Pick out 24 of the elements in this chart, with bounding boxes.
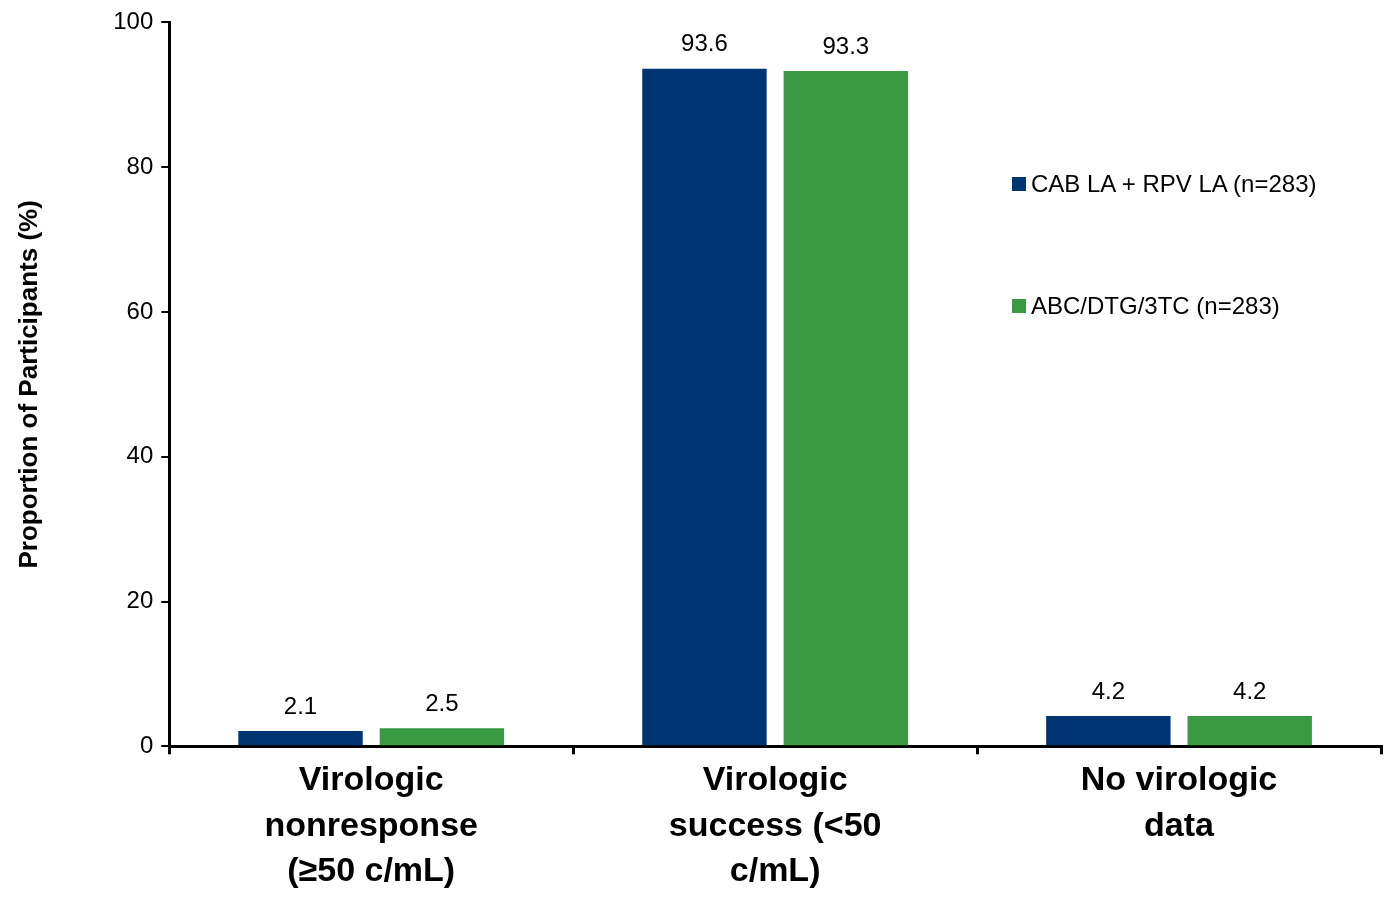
y-axis-title: Proportion of Participants (%) xyxy=(12,200,43,569)
y-tick-label: 20 xyxy=(126,586,154,614)
x-tick-label: Virologic nonresponse (≥50 c/mL) xyxy=(264,758,478,889)
y-tick-label: 40 xyxy=(126,441,154,469)
data-label: 2.1 xyxy=(283,691,318,719)
legend-label: ABC/DTG/3TC (n=283) xyxy=(1031,292,1280,320)
y-tick-label: 60 xyxy=(126,296,154,324)
data-label: 93.6 xyxy=(681,29,728,57)
bar xyxy=(379,728,505,746)
bar xyxy=(783,70,909,746)
bar xyxy=(642,68,767,746)
bar xyxy=(238,731,363,746)
data-label: 2.5 xyxy=(425,688,459,716)
data-label: 4.2 xyxy=(1233,676,1267,704)
legend-label: CAB LA + RPV LA (n=283) xyxy=(1031,170,1317,198)
bar xyxy=(1046,715,1171,746)
x-tick-label: Virologic success (<50 c/mL) xyxy=(668,758,882,889)
data-label: 4.2 xyxy=(1091,676,1126,704)
y-tick-label: 100 xyxy=(113,7,154,35)
x-tick-label: No virologic data xyxy=(1080,758,1278,843)
y-tick-label: 80 xyxy=(126,151,154,179)
bar xyxy=(1187,715,1312,746)
data-label: 93.3 xyxy=(822,31,870,59)
y-tick-label: 0 xyxy=(139,730,154,758)
